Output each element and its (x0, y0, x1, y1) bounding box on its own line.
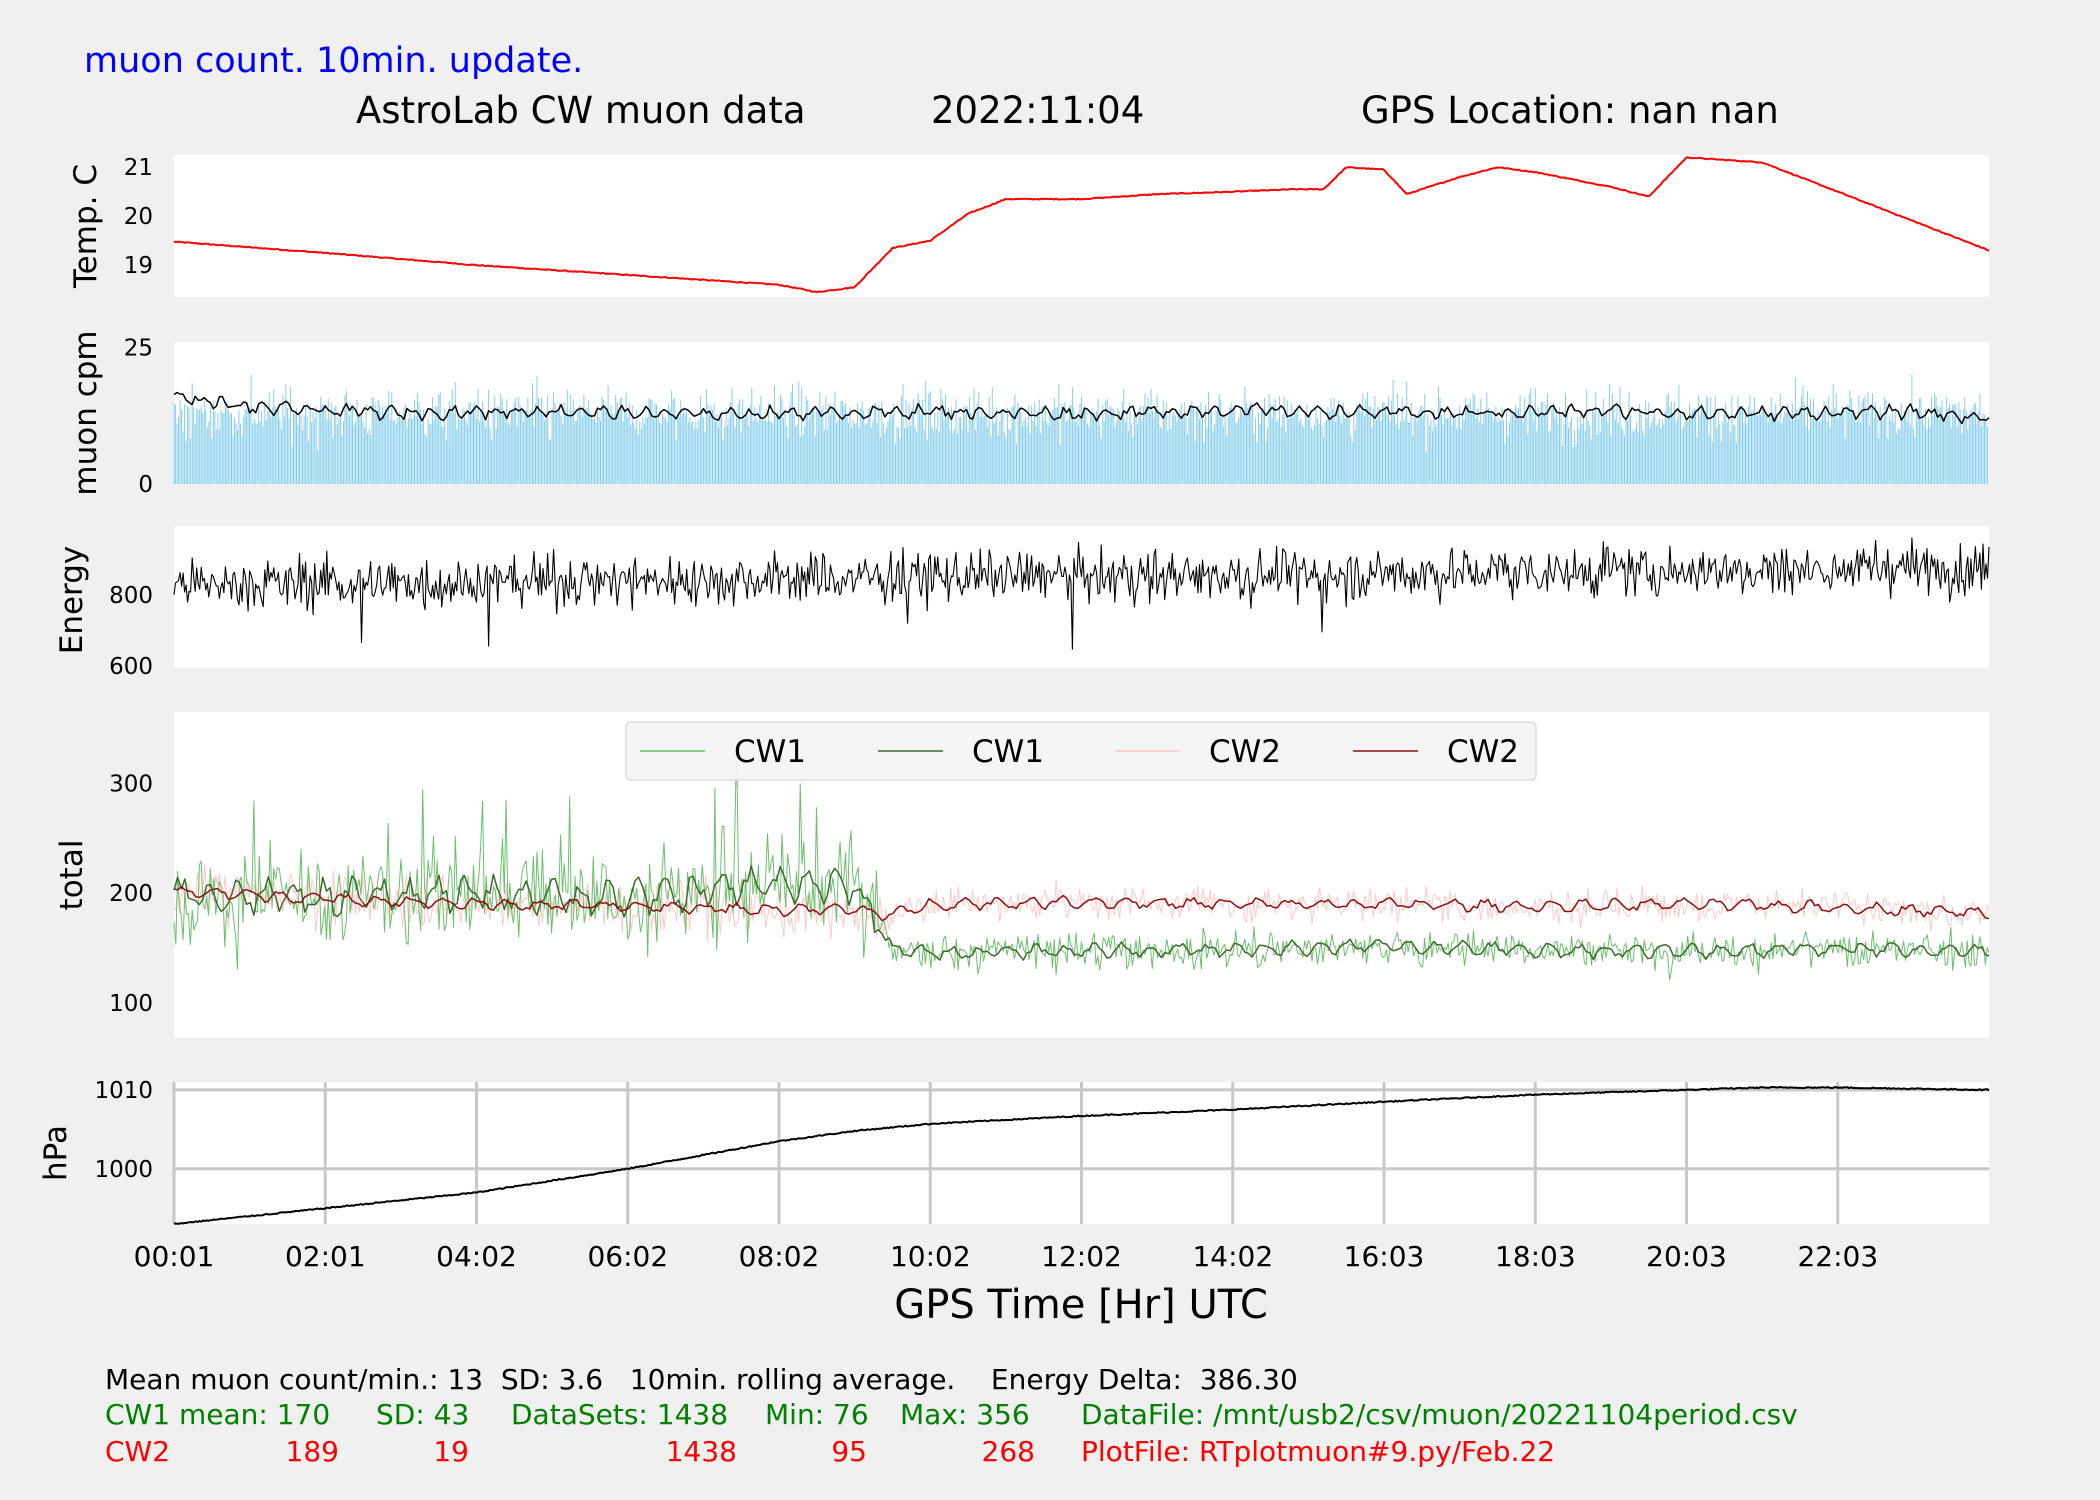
y-tick-label: 21 (124, 155, 153, 181)
x-tick-label: 14:02 (1192, 1240, 1273, 1273)
chart-title: AstroLab CW muon data (356, 89, 806, 132)
cw1-datasets: DataSets: 1438 (511, 1398, 728, 1431)
chart-subtitle: muon count. 10min. update. (84, 41, 583, 81)
chart-date: 2022:11:04 (931, 89, 1144, 132)
cw1-mean: CW1 mean: 170 (105, 1398, 330, 1431)
y-tick-label: 100 (109, 991, 153, 1017)
temp-series (173, 156, 1990, 294)
cw2-datasets: 1438 (666, 1435, 737, 1468)
x-tick-label: 18:03 (1495, 1240, 1576, 1273)
x-tick-label: 06:02 (587, 1240, 668, 1273)
legend-cw1-raw-label: CW1 (734, 734, 806, 770)
cw2-mean: 189 (286, 1435, 339, 1468)
total-ylabel: total (54, 840, 90, 911)
legend-cw1-avg-label: CW1 (972, 734, 1044, 770)
temp-panel (174, 155, 1989, 297)
cw1-average-line (173, 865, 1990, 961)
cw2-max: 268 (982, 1435, 1035, 1468)
temp-ylabel: Temp. C (68, 164, 104, 289)
cpm-series (173, 374, 1990, 484)
total-series (173, 743, 1990, 981)
x-tick-label: 22:03 (1797, 1240, 1878, 1273)
y-tick-labels: 19 20 21 0 25 600 800 100 200 300 1000 1010 (94, 155, 153, 1183)
y-tick-label: 1000 (94, 1157, 153, 1183)
cw2-average-line (173, 885, 1990, 922)
pressure-ylabel: hPa (38, 1125, 74, 1181)
y-tick-label: 300 (109, 771, 153, 797)
x-tick-label: 04:02 (436, 1240, 517, 1273)
x-tick-label: 08:02 (739, 1240, 820, 1273)
data-file: DataFile: /mnt/usb2/csv/muon/20221104per… (1081, 1398, 1798, 1431)
footer-summary: Mean muon count/min.: 13 SD: 3.6 10min. … (105, 1363, 1298, 1396)
cpm-ylabel: muon cpm (68, 330, 104, 495)
x-tick-label: 20:03 (1646, 1240, 1727, 1273)
legend-cw2-avg-label: CW2 (1447, 734, 1519, 770)
x-tick-label: 00:01 (134, 1240, 215, 1273)
energy-line (173, 537, 1990, 650)
temp-line (173, 156, 1990, 294)
cpm-bars (173, 374, 1988, 484)
x-tick-label: 16:03 (1344, 1240, 1425, 1273)
x-tick-label: 02:01 (285, 1240, 366, 1273)
gps-location: GPS Location: nan nan (1361, 89, 1779, 132)
footer-cw1-row: CW1 mean: 170 SD: 43 DataSets: 1438 Min:… (105, 1398, 1798, 1431)
x-tick-label: 10:02 (890, 1240, 971, 1273)
cw2-label: CW2 (105, 1435, 170, 1468)
legend-cw2-raw-label: CW2 (1209, 734, 1281, 770)
y-tick-label: 0 (138, 472, 153, 498)
y-tick-label: 600 (109, 654, 153, 680)
cw1-max: Max: 356 (900, 1398, 1030, 1431)
energy-ylabel: Energy (54, 546, 90, 655)
y-tick-label: 800 (109, 583, 153, 609)
cw2-sd: 19 (433, 1435, 469, 1468)
pressure-line (173, 1086, 1990, 1225)
cpm-average-line (173, 391, 1990, 425)
cw1-min: Min: 76 (765, 1398, 869, 1431)
x-tick-label: 12:02 (1041, 1240, 1122, 1273)
y-tick-label: 25 (124, 336, 153, 362)
y-tick-label: 19 (124, 253, 153, 279)
pressure-series (173, 1086, 1990, 1225)
energy-series (173, 537, 1990, 650)
y-tick-label: 200 (109, 881, 153, 907)
footer-cw2-row: CW2 189 19 1438 95 268 PlotFile: RTplotm… (105, 1435, 1555, 1468)
cw2-min: 95 (831, 1435, 867, 1468)
cw1-sd: SD: 43 (376, 1398, 469, 1431)
legend: CW1 CW1 CW2 CW2 (625, 721, 1537, 781)
energy-panel (174, 526, 1989, 668)
plot-file: PlotFile: RTplotmuon#9.py/Feb.22 (1081, 1435, 1555, 1468)
x-tick-labels: 00:01 02:01 04:02 06:02 08:02 10:02 12:02 14:02… (134, 1240, 1879, 1273)
y-tick-label: 1010 (94, 1078, 153, 1104)
y-tick-label: 20 (124, 204, 153, 230)
legend-box (625, 721, 1537, 781)
x-axis-label: GPS Time [Hr] UTC (894, 1282, 1268, 1328)
